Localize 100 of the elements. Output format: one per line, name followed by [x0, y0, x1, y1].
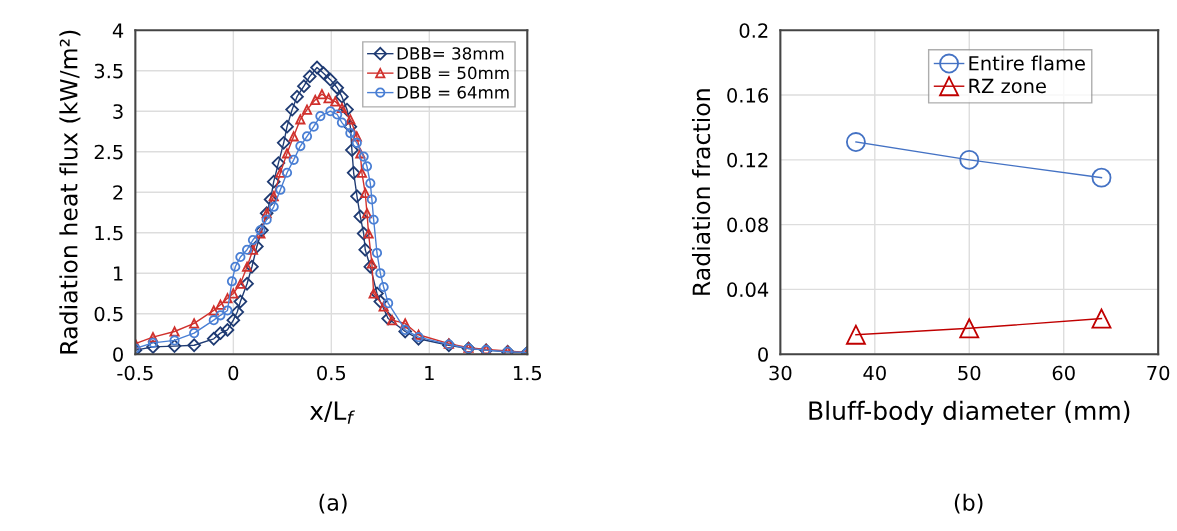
point: [345, 114, 356, 125]
point: [233, 294, 248, 309]
point: [295, 114, 306, 125]
point: [235, 278, 246, 289]
point: [169, 335, 180, 346]
y-tick-label: 4: [112, 23, 124, 38]
x-tick-label: 40: [863, 365, 886, 381]
x-tick-label: 70: [1147, 365, 1170, 381]
point: [959, 149, 980, 170]
point: [230, 305, 245, 319]
y-tick-label: 0.08: [727, 217, 768, 233]
point: [1091, 167, 1112, 188]
point: [361, 161, 373, 172]
x-tick-label: 60: [1052, 365, 1075, 381]
point: [381, 311, 395, 326]
point: [213, 326, 228, 340]
point: [363, 259, 378, 274]
point: [845, 132, 866, 152]
y-tick-label: 0.5: [94, 306, 123, 322]
point: [280, 119, 294, 134]
y-tick-label: 0: [758, 347, 768, 362]
y-tick-label: 1.5: [95, 225, 123, 241]
point: [343, 119, 358, 134]
point: [336, 102, 347, 114]
point: [147, 337, 159, 348]
point: [316, 66, 331, 80]
point: [335, 89, 349, 104]
point: [222, 293, 233, 304]
text: (a): [319, 493, 347, 514]
legend-label: RZ zone: [969, 78, 1046, 94]
point: [241, 261, 253, 272]
y-tick-label: 0.04: [727, 282, 769, 298]
point: [351, 137, 362, 148]
point: [220, 323, 235, 337]
point: [241, 244, 253, 255]
point: [363, 228, 374, 239]
point: [366, 194, 377, 205]
point: [310, 94, 321, 105]
point: [375, 268, 386, 279]
point: [361, 208, 373, 219]
x-tick-label: -0.5: [117, 365, 153, 381]
y-axis-title: Radiation heat flux (kW/m²): [59, 30, 81, 354]
point: [285, 102, 299, 117]
point: [281, 167, 293, 178]
legend-label: DBB= 38mm: [397, 47, 504, 60]
point: [323, 93, 334, 104]
point: [365, 178, 376, 189]
point: [222, 305, 233, 316]
point: [147, 332, 159, 343]
point: [247, 234, 259, 246]
point: [301, 131, 313, 142]
y-tick-label: 0.2: [739, 23, 768, 38]
point: [146, 340, 160, 354]
point: [368, 288, 379, 299]
x-tick-label: 30: [769, 365, 792, 381]
y-tick-label: 0: [113, 347, 123, 362]
point: [245, 259, 259, 274]
y-tick-label: 2: [113, 185, 123, 200]
point: [845, 324, 866, 345]
y-tick-label: 2.5: [94, 144, 123, 160]
point: [263, 192, 278, 207]
point: [189, 328, 200, 339]
y-tick-label: 3: [113, 104, 123, 119]
point: [356, 167, 367, 178]
point: [208, 315, 219, 326]
point: [290, 89, 304, 104]
point: [400, 318, 411, 329]
point: [353, 209, 368, 224]
x-axis-title: Bluff-body diameter (mm): [809, 400, 1130, 425]
y-tick-label: 0.12: [727, 152, 768, 168]
point: [346, 165, 361, 180]
point: [351, 131, 362, 142]
point: [325, 106, 336, 117]
point: [323, 72, 338, 87]
x-tick-label: 1: [425, 365, 434, 381]
point: [356, 226, 371, 241]
point: [315, 111, 326, 122]
point: [288, 154, 299, 165]
point: [371, 247, 383, 259]
point: [316, 89, 327, 100]
x-tick-label: 0.5: [317, 365, 346, 381]
point: [340, 102, 354, 117]
point: [350, 189, 364, 204]
y-tick-label: 0.16: [727, 88, 769, 103]
point: [169, 326, 180, 337]
y-axis-title: Radiation fraction: [691, 89, 711, 295]
point: [1091, 308, 1112, 329]
y-tick-label: 3.5: [94, 63, 123, 79]
x-tick-label: 0: [228, 365, 239, 381]
point: [189, 318, 200, 329]
point: [240, 276, 254, 291]
point: [360, 187, 371, 199]
point: [330, 80, 345, 95]
point: [373, 294, 388, 309]
point: [400, 324, 411, 335]
point: [345, 143, 359, 157]
point: [250, 239, 264, 254]
point: [230, 261, 241, 272]
point: [226, 276, 238, 287]
point: [387, 315, 398, 326]
